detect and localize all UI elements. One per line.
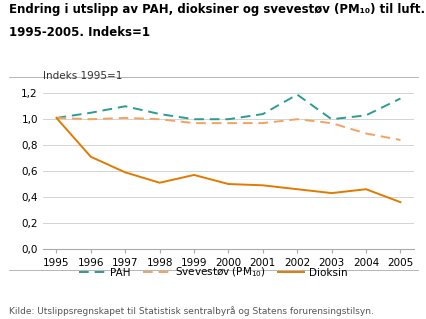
Text: Indeks 1995=1: Indeks 1995=1 [43, 71, 122, 81]
Text: 1995-2005. Indeks=1: 1995-2005. Indeks=1 [9, 26, 149, 39]
Legend: PAH, Svevestøv (PM$_{10}$), Dioksin: PAH, Svevestøv (PM$_{10}$), Dioksin [75, 262, 351, 284]
Text: Endring i utslipp av PAH, dioksiner og svevestøv (PM₁₀) til luft.: Endring i utslipp av PAH, dioksiner og s… [9, 3, 424, 16]
Text: Kilde: Utslippsregnskapet til Statistisk sentralbyrå og Statens forurensingstils: Kilde: Utslippsregnskapet til Statistisk… [9, 306, 373, 316]
